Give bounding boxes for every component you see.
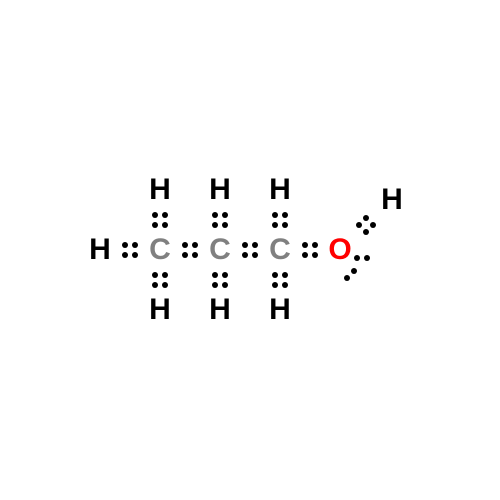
electron-dot: [162, 282, 168, 288]
electron-dot: [132, 252, 138, 258]
atom-c3: C: [269, 235, 291, 265]
electron-dot: [282, 222, 288, 228]
electron-dot: [152, 282, 158, 288]
electron-dot: [282, 212, 288, 218]
electron-dot: [302, 242, 308, 248]
electron-dot: [354, 255, 360, 261]
atom-h-c3-bot: H: [269, 295, 291, 325]
electron-dot: [282, 282, 288, 288]
atom-h-c1-bot: H: [149, 295, 171, 325]
electron-dot: [152, 212, 158, 218]
electron-dot: [282, 272, 288, 278]
electron-dot: [363, 229, 369, 235]
electron-dot: [242, 252, 248, 258]
electron-dot: [302, 252, 308, 258]
electron-dot: [152, 222, 158, 228]
atom-h-c3-top: H: [269, 175, 291, 205]
atom-h-left: H: [89, 235, 111, 265]
electron-dot: [312, 252, 318, 258]
electron-dot: [192, 252, 198, 258]
electron-dot: [152, 272, 158, 278]
electron-dot: [212, 282, 218, 288]
electron-dot: [182, 252, 188, 258]
electron-dot: [272, 282, 278, 288]
atom-o: O: [328, 235, 351, 265]
atom-c1: C: [149, 235, 171, 265]
atom-h-oh: H: [381, 185, 403, 215]
lewis-structure-canvas: HCCCOHHHHHHH: [0, 0, 500, 500]
electron-dot: [162, 222, 168, 228]
electron-dot: [182, 242, 188, 248]
electron-dot: [351, 268, 357, 274]
electron-dot: [252, 242, 258, 248]
electron-dot: [222, 282, 228, 288]
electron-dot: [242, 242, 248, 248]
electron-dot: [364, 255, 370, 261]
electron-dot: [212, 222, 218, 228]
atom-h-c2-top: H: [209, 175, 231, 205]
electron-dot: [312, 242, 318, 248]
electron-dot: [212, 212, 218, 218]
electron-dot: [162, 272, 168, 278]
electron-dot: [222, 212, 228, 218]
electron-dot: [356, 222, 362, 228]
electron-dot: [272, 222, 278, 228]
atom-c2: C: [209, 235, 231, 265]
electron-dot: [162, 212, 168, 218]
electron-dot: [370, 222, 376, 228]
atom-h-c1-top: H: [149, 175, 171, 205]
electron-dot: [363, 215, 369, 221]
atom-h-c2-bot: H: [209, 295, 231, 325]
electron-dot: [272, 212, 278, 218]
electron-dot: [132, 242, 138, 248]
electron-dot: [122, 242, 128, 248]
electron-dot: [344, 275, 350, 281]
electron-dot: [252, 252, 258, 258]
electron-dot: [222, 222, 228, 228]
electron-dot: [272, 272, 278, 278]
electron-dot: [122, 252, 128, 258]
electron-dot: [222, 272, 228, 278]
electron-dot: [192, 242, 198, 248]
electron-dot: [212, 272, 218, 278]
